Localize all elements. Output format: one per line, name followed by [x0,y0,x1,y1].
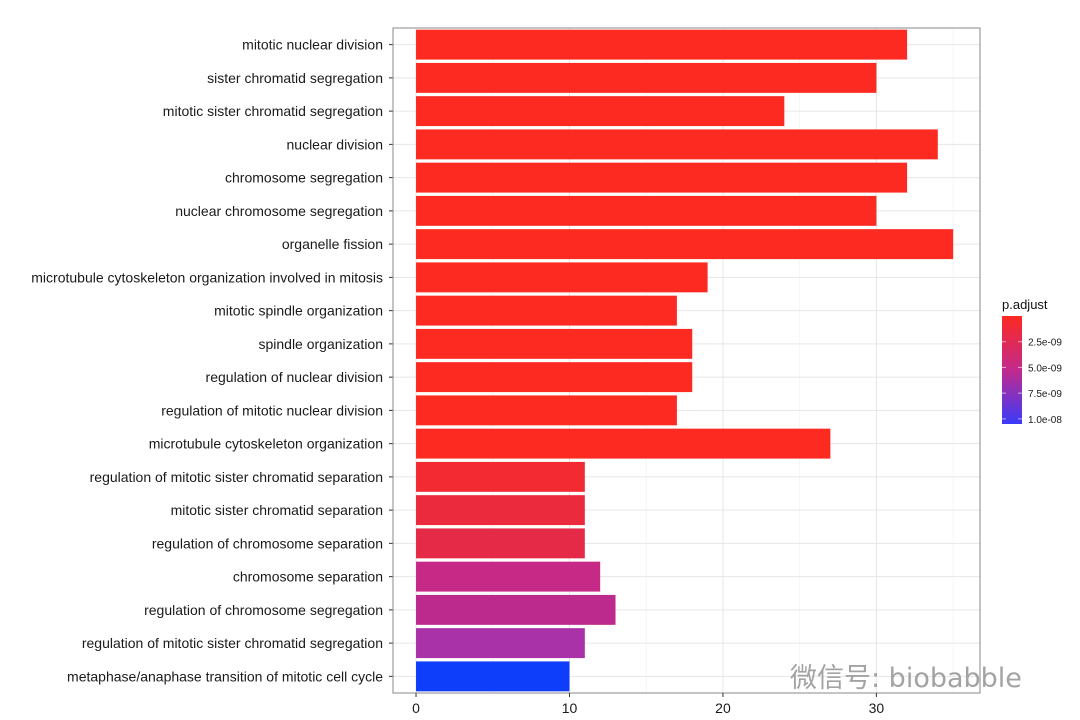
bar [416,229,954,260]
category-label: microtubule cytoskeleton organization in… [31,269,383,285]
x-tick-label: 0 [412,700,420,716]
category-label: microtubule cytoskeleton organization [149,436,383,452]
bar [416,96,785,127]
category-label: regulation of mitotic sister chromatid s… [82,635,383,651]
bar [416,29,908,60]
bar [416,561,601,592]
category-label: chromosome segregation [225,170,383,186]
bar [416,461,585,492]
watermark: 微信号: biobabble [790,663,1022,694]
category-label: regulation of chromosome separation [152,535,383,551]
category-label: spindle organization [258,336,383,352]
category-label: mitotic sister chromatid segregation [163,103,383,119]
bar [416,628,585,659]
bar [416,129,938,160]
legend-tick-label: 5.0e-09 [1028,363,1062,374]
bar [416,594,616,625]
bar [416,428,831,459]
bar [416,295,677,326]
legend-title: p.adjust [1002,297,1048,312]
legend-tick-label: 1.0e-08 [1028,415,1062,426]
category-label: organelle fission [282,236,383,252]
category-label: regulation of nuclear division [206,369,383,385]
category-label: regulation of mitotic sister chromatid s… [90,469,383,485]
x-tick-label: 10 [562,700,578,716]
bar [416,195,877,226]
bar [416,395,677,426]
x-tick-label: 30 [869,700,885,716]
category-label: metaphase/anaphase transition of mitotic… [67,668,383,684]
category-label: nuclear division [287,136,384,152]
legend-colorbar [1002,316,1022,424]
bar [416,661,570,692]
category-label: mitotic sister chromatid separation [171,502,383,518]
bar [416,162,908,193]
bar [416,362,693,393]
bar [416,328,693,359]
bar [416,262,708,293]
legend-tick-label: 2.5e-09 [1028,338,1062,349]
bar [416,528,585,559]
x-tick-label: 20 [715,700,731,716]
bar [416,62,877,93]
bar [416,495,585,526]
category-label: mitotic spindle organization [214,303,383,319]
category-label: sister chromatid segregation [207,70,383,86]
panel-border [392,27,981,694]
category-label: mitotic nuclear division [242,37,383,53]
category-label: regulation of chromosome segregation [144,602,383,618]
category-label: regulation of mitotic nuclear division [161,402,383,418]
category-label: chromosome separation [233,569,383,585]
legend-tick-label: 7.5e-09 [1028,389,1062,400]
category-label: nuclear chromosome segregation [175,203,383,219]
